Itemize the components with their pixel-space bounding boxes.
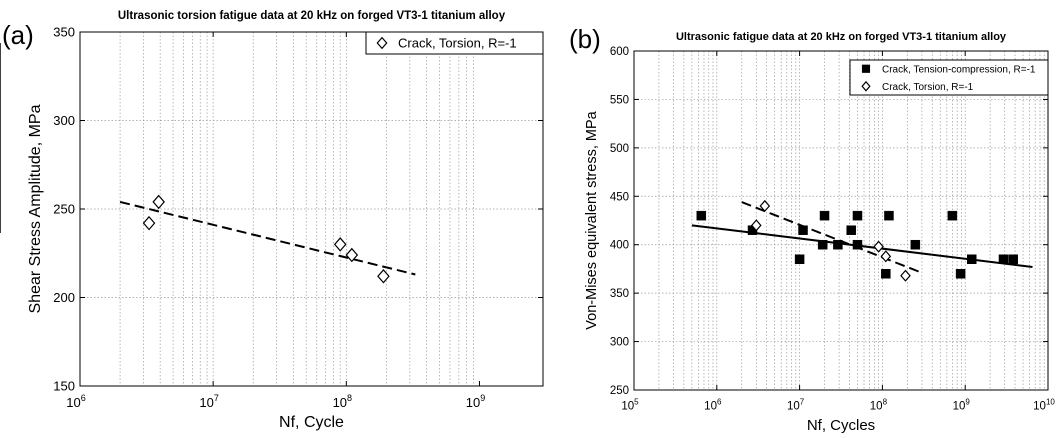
x-tick-base: 10 <box>621 401 634 413</box>
data-point-square <box>852 210 863 221</box>
y-tick-label: 200 <box>53 290 75 305</box>
panel-letter-b: (b) <box>569 24 601 54</box>
data-point-diamond <box>333 237 347 252</box>
chart-title: Ultrasonic fatigue data at 20 kHz on for… <box>676 31 1007 43</box>
data-point-square <box>819 210 830 221</box>
x-tick-exponent: 8 <box>347 393 352 403</box>
x-tick-label: 106 <box>66 393 85 410</box>
x-tick-exponent: 10 <box>1046 397 1055 406</box>
legend-marker <box>861 64 871 73</box>
y-tick-label: 450 <box>610 191 629 203</box>
data-point-square <box>833 239 843 250</box>
x-tick-base: 10 <box>199 395 213 410</box>
x-tick-exponent: 5 <box>634 397 639 406</box>
y-tick-label: 250 <box>53 202 75 217</box>
x-tick-base: 10 <box>333 395 347 410</box>
legend-entry-label: Crack, Torsion, R=-1 <box>882 82 974 93</box>
plot-area <box>634 51 1048 390</box>
data-point-square <box>881 269 891 279</box>
x-tick-label: 108 <box>333 393 352 410</box>
y-tick-label: 300 <box>610 337 629 349</box>
data-point-diamond <box>880 250 892 263</box>
data-point-diamond <box>377 269 390 284</box>
x-tick-label: 106 <box>704 397 722 412</box>
x-tick-label: 108 <box>870 397 888 412</box>
y-axis-label: Shear Stress Amplitude, MPa <box>27 104 44 313</box>
x-tick-base: 10 <box>953 401 966 413</box>
y-tick-label: 300 <box>53 113 75 128</box>
x-tick-label: 1010 <box>1033 397 1055 412</box>
x-tick-base: 10 <box>466 395 480 410</box>
data-point-square <box>696 210 707 221</box>
y-tick-label: 500 <box>610 143 629 155</box>
legend-entry-label: Crack, Tension-compression, R=-1 <box>882 64 1036 75</box>
x-tick-exponent: 9 <box>965 397 970 406</box>
x-tick-exponent: 6 <box>81 393 86 403</box>
y-tick-label: 550 <box>610 94 629 106</box>
x-tick-base: 10 <box>787 401 800 413</box>
data-point-square <box>998 254 1009 264</box>
data-point-square <box>846 225 856 235</box>
y-tick-label: 150 <box>53 379 75 394</box>
x-axis-label: Nf, Cycle <box>279 414 344 431</box>
x-tick-exponent: 6 <box>717 397 722 406</box>
x-tick-exponent: 9 <box>480 393 485 403</box>
data-point-square <box>947 210 958 221</box>
data-point-diamond <box>900 269 911 282</box>
legend-entry-label: Crack, Torsion, R=-1 <box>398 36 517 51</box>
dashed-fit-line <box>119 200 416 276</box>
data-point-diamond <box>142 215 156 231</box>
data-point-diamond <box>751 219 762 232</box>
data-point-square <box>910 239 921 250</box>
data-point-square <box>955 269 966 279</box>
legend-marker <box>861 80 871 92</box>
x-tick-base: 10 <box>66 395 80 410</box>
data-point-diamond <box>345 247 359 263</box>
plot-frame <box>633 50 1049 391</box>
legend-marker <box>376 36 388 50</box>
chart-title: Ultrasonic torsion fatigue data at 20 kH… <box>118 10 506 22</box>
legend-box <box>365 31 544 55</box>
data-point-square <box>794 254 805 264</box>
data-point-square <box>817 239 828 250</box>
y-tick-label: 400 <box>610 240 629 252</box>
x-tick-label: 107 <box>787 397 805 412</box>
x-axis-label: Nf, Cycles <box>807 417 875 434</box>
data-point-diamond <box>152 194 165 210</box>
y-tick-label: 350 <box>610 288 629 300</box>
y-axis-label: Von-Mises equivalent stress, MPa <box>584 110 600 329</box>
x-tick-label: 109 <box>466 393 485 410</box>
x-tick-exponent: 7 <box>800 397 805 406</box>
y-tick-label: 250 <box>610 385 629 397</box>
data-point-square <box>852 239 863 250</box>
legend-box <box>849 59 1049 96</box>
x-tick-label: 107 <box>199 393 218 410</box>
data-point-diamond <box>759 199 771 213</box>
x-tick-exponent: 8 <box>883 397 888 406</box>
y-tick-label: 600 <box>610 46 629 58</box>
x-tick-base: 10 <box>870 401 883 413</box>
dashed-fit-line <box>741 201 923 274</box>
x-tick-exponent: 7 <box>214 393 219 403</box>
y-tick-label: 350 <box>53 25 75 40</box>
x-tick-label: 105 <box>621 397 639 412</box>
x-tick-base: 10 <box>1033 401 1046 413</box>
data-point-square <box>967 254 977 264</box>
data-point-diamond <box>873 240 884 253</box>
x-tick-base: 10 <box>704 401 717 413</box>
data-point-square <box>884 210 894 221</box>
panel-letter-a: (a) <box>2 20 34 50</box>
data-point-square <box>1008 254 1018 264</box>
data-point-square <box>798 225 808 235</box>
x-tick-label: 109 <box>953 397 971 412</box>
